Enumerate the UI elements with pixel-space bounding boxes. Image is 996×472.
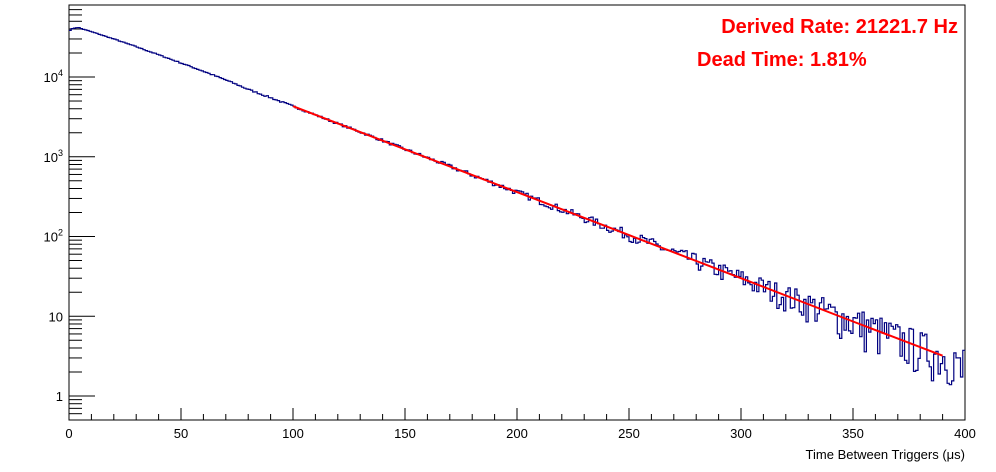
x-tick-label: 100 xyxy=(282,426,304,441)
x-axis-title: Time Between Triggers (μs) xyxy=(806,447,965,462)
x-tick-label: 400 xyxy=(954,426,976,441)
fit-line-series-1 xyxy=(292,105,943,357)
x-tick-label: 50 xyxy=(174,426,188,441)
x-tick-label: 250 xyxy=(618,426,640,441)
annotation-derived-rate: Derived Rate: 21221.7 Hz xyxy=(721,16,958,38)
y-tick-label: 104 xyxy=(44,68,63,85)
y-tick-label: 102 xyxy=(44,228,63,245)
x-tick-label: 0 xyxy=(65,426,72,441)
x-axis-ticks: 0 50 100 150 200 250 300 350 400 xyxy=(65,408,976,441)
histogram-series-0 xyxy=(69,27,965,386)
series-layer xyxy=(69,27,965,386)
x-tick-label: 300 xyxy=(730,426,752,441)
y-tick-label: 10 xyxy=(49,309,63,324)
x-tick-label: 200 xyxy=(506,426,528,441)
x-tick-label: 150 xyxy=(394,426,416,441)
x-tick-label: 350 xyxy=(842,426,864,441)
annotation-dead-time: Dead Time: 1.81% xyxy=(697,49,867,71)
y-axis-ticks: 1 10 102 103 104 xyxy=(44,4,95,421)
y-tick-label: 1 xyxy=(56,389,63,404)
y-tick-label: 103 xyxy=(44,148,63,165)
